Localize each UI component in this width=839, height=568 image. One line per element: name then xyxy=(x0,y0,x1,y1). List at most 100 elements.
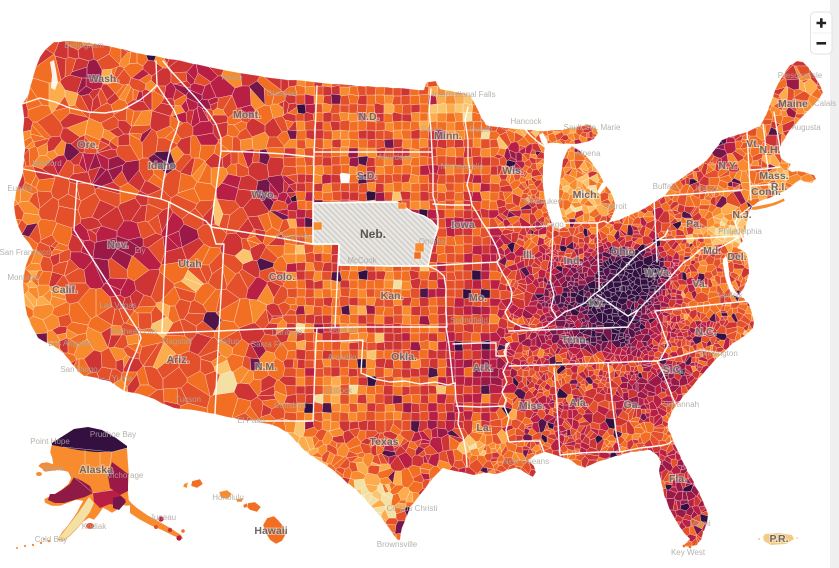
svg-text:Monterey: Monterey xyxy=(7,273,40,282)
svg-text:Miss.: Miss. xyxy=(519,400,545,412)
svg-text:Gallup: Gallup xyxy=(216,337,240,346)
svg-text:Wis.: Wis. xyxy=(502,165,524,177)
svg-text:Va.: Va. xyxy=(692,278,707,290)
svg-text:Honolulu: Honolulu xyxy=(212,493,244,502)
svg-text:Duluth: Duluth xyxy=(469,125,492,134)
svg-text:El Paso: El Paso xyxy=(237,416,265,425)
svg-text:N.M.: N.M. xyxy=(255,361,277,373)
svg-text:Bullhead City: Bullhead City xyxy=(110,327,157,336)
svg-text:McCook: McCook xyxy=(347,256,377,265)
svg-text:Philadelphia: Philadelphia xyxy=(718,227,762,236)
svg-text:Los Angeles: Los Angeles xyxy=(48,339,92,348)
svg-text:Ill.: Ill. xyxy=(523,249,535,261)
svg-text:Brownsville: Brownsville xyxy=(377,540,418,549)
svg-text:Buffalo: Buffalo xyxy=(653,182,678,191)
svg-text:Eureka: Eureka xyxy=(7,184,33,193)
svg-text:San Francisco: San Francisco xyxy=(0,248,51,257)
svg-text:Presque Isle: Presque Isle xyxy=(778,71,823,80)
svg-text:Flagstaff: Flagstaff xyxy=(162,337,193,346)
svg-text:N.J.: N.J. xyxy=(732,209,751,221)
svg-text:Hawaii: Hawaii xyxy=(254,525,287,537)
svg-text:Anchorage: Anchorage xyxy=(105,471,144,480)
svg-text:Fargo: Fargo xyxy=(422,125,443,134)
svg-text:Lubbock: Lubbock xyxy=(322,386,353,395)
svg-text:Ky.: Ky. xyxy=(589,297,605,309)
svg-text:Wash.: Wash. xyxy=(89,73,120,85)
svg-text:Amarillo: Amarillo xyxy=(328,353,357,362)
svg-text:Springfield: Springfield xyxy=(450,316,488,325)
svg-text:Key West: Key West xyxy=(671,548,706,557)
svg-text:Mo.: Mo. xyxy=(469,292,487,304)
svg-text:Minn.: Minn. xyxy=(434,130,461,142)
svg-text:Savannah: Savannah xyxy=(663,400,699,409)
svg-text:N.D.: N.D. xyxy=(359,111,380,123)
svg-text:Prudhoe Bay: Prudhoe Bay xyxy=(90,430,136,439)
svg-text:San Diego: San Diego xyxy=(60,365,98,374)
svg-text:Augusta: Augusta xyxy=(791,123,821,132)
svg-text:Iowa: Iowa xyxy=(451,219,474,231)
svg-text:Ohio: Ohio xyxy=(611,246,635,258)
svg-text:Corpus Christi: Corpus Christi xyxy=(387,504,438,513)
svg-text:Calif.: Calif. xyxy=(52,284,78,296)
svg-text:Mass.: Mass. xyxy=(759,170,788,182)
svg-text:W.Va.: W.Va. xyxy=(644,267,672,279)
svg-text:Santa Fe: Santa Fe xyxy=(251,340,284,349)
svg-text:Mont.: Mont. xyxy=(233,109,261,121)
svg-text:Minneapolis: Minneapolis xyxy=(441,162,484,171)
svg-text:Cold Bay: Cold Bay xyxy=(35,535,67,544)
svg-text:Ely: Ely xyxy=(134,246,145,255)
svg-text:Ithaca: Ithaca xyxy=(695,184,717,193)
svg-text:Juneau: Juneau xyxy=(150,513,176,522)
svg-text:International Falls: International Falls xyxy=(432,90,495,99)
svg-text:Milwaukee: Milwaukee xyxy=(524,197,562,206)
svg-text:Omaha: Omaha xyxy=(419,237,446,246)
svg-text:Durango: Durango xyxy=(272,328,303,337)
svg-text:Kodiak: Kodiak xyxy=(82,522,107,531)
svg-text:N.C.: N.C. xyxy=(696,326,717,338)
svg-text:Aberdeen: Aberdeen xyxy=(378,153,413,162)
svg-text:S.C.: S.C. xyxy=(663,364,684,376)
svg-text:Havre: Havre xyxy=(221,73,243,82)
svg-text:Ind.: Ind. xyxy=(564,255,583,267)
svg-text:Miami: Miami xyxy=(689,519,711,528)
svg-text:Texas: Texas xyxy=(370,436,399,448)
svg-text:Ark.: Ark. xyxy=(473,362,494,374)
svg-text:Conn.: Conn. xyxy=(751,186,781,198)
svg-text:Nev.: Nev. xyxy=(107,239,128,251)
svg-text:Wilmington: Wilmington xyxy=(698,349,738,358)
svg-text:Colo.: Colo. xyxy=(269,271,295,283)
svg-text:Kan.: Kan. xyxy=(381,290,404,302)
svg-text:Nome: Nome xyxy=(42,464,64,473)
svg-text:Chicago: Chicago xyxy=(534,220,564,229)
svg-text:La.: La. xyxy=(476,422,491,434)
svg-text:Point Hope: Point Hope xyxy=(30,437,70,446)
svg-text:Norfolk: Norfolk xyxy=(717,291,743,300)
svg-text:Hancock: Hancock xyxy=(510,117,542,126)
svg-text:Okla.: Okla. xyxy=(391,351,417,363)
svg-text:Ore.: Ore. xyxy=(77,139,98,151)
svg-text:N.H.: N.H. xyxy=(760,144,781,156)
svg-text:R.I.: R.I. xyxy=(771,181,787,193)
svg-text:Tenn.: Tenn. xyxy=(561,334,588,346)
svg-text:Del.: Del. xyxy=(727,251,746,263)
svg-text:Calais: Calais xyxy=(814,99,836,108)
svg-text:Alaska: Alaska xyxy=(79,464,113,476)
svg-text:Bellingham: Bellingham xyxy=(64,41,104,50)
svg-text:Las Vegas: Las Vegas xyxy=(99,301,136,310)
svg-text:Tucson: Tucson xyxy=(175,395,201,404)
svg-text:Medford: Medford xyxy=(32,159,61,168)
svg-text:Fla.: Fla. xyxy=(669,473,687,485)
svg-text:Vt.: Vt. xyxy=(746,138,760,150)
svg-text:Carlsbad: Carlsbad xyxy=(274,401,306,410)
svg-text:Utah: Utah xyxy=(178,258,201,270)
svg-text:Neb.: Neb. xyxy=(360,227,386,241)
svg-text:S.D.: S.D. xyxy=(357,170,378,182)
svg-text:New Orleans: New Orleans xyxy=(503,457,549,466)
svg-text:Detroit: Detroit xyxy=(603,202,627,211)
svg-text:Ariz.: Ariz. xyxy=(167,354,190,366)
svg-text:N.Y.: N.Y. xyxy=(718,160,737,172)
svg-text:Pa.: Pa. xyxy=(686,218,702,230)
svg-text:Cheyenne: Cheyenne xyxy=(276,232,313,241)
svg-text:Idaho: Idaho xyxy=(148,160,176,172)
svg-text:Glasgow: Glasgow xyxy=(266,89,297,98)
